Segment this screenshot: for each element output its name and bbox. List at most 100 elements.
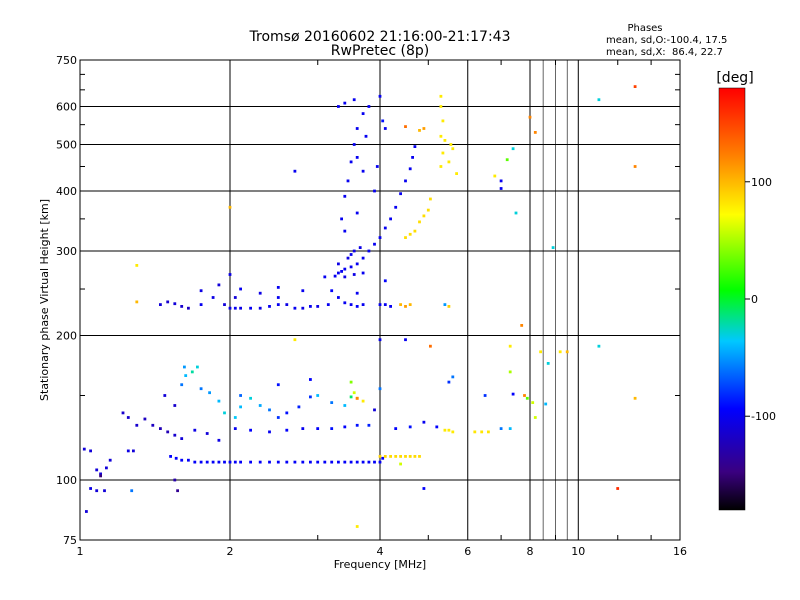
data-point <box>383 279 387 283</box>
data-point <box>199 460 203 464</box>
data-point <box>394 427 398 430</box>
data-point <box>443 428 447 432</box>
data-point <box>239 405 242 409</box>
data-point <box>355 525 359 528</box>
data-point <box>361 169 365 173</box>
x-tick-label: 4 <box>377 545 384 558</box>
data-point <box>180 383 184 387</box>
y-ticks: 75 100 200 300 400 500 600 750 <box>56 54 680 547</box>
y-tick-label: 300 <box>56 245 77 258</box>
data-point <box>367 460 371 464</box>
y-tick-label: 600 <box>56 101 77 114</box>
data-point <box>166 430 170 434</box>
data-point <box>597 98 601 102</box>
data-point <box>169 455 172 458</box>
data-point <box>163 394 167 397</box>
data-point <box>544 402 548 406</box>
y-tick-label: 750 <box>56 54 77 67</box>
data-point <box>285 460 289 464</box>
data-point <box>394 205 398 209</box>
data-point <box>276 383 280 387</box>
data-point <box>408 455 412 458</box>
data-point <box>399 303 402 306</box>
data-point <box>487 430 490 434</box>
data-point <box>520 324 524 327</box>
y-axis-label: Stationary phase Virtual Height [km] <box>38 199 51 401</box>
data-point <box>422 127 426 130</box>
data-point <box>349 460 353 464</box>
data-point <box>301 289 305 293</box>
data-point <box>217 399 221 403</box>
data-point <box>533 131 537 134</box>
data-point <box>352 273 356 276</box>
data-point <box>355 262 359 266</box>
data-point <box>82 447 86 451</box>
data-point <box>378 94 382 98</box>
data-point <box>301 427 305 430</box>
data-point <box>499 427 503 430</box>
data-point <box>367 423 371 427</box>
plot-frame <box>79 59 681 541</box>
data-point <box>330 427 334 430</box>
data-point <box>233 427 237 430</box>
data-point <box>349 380 353 384</box>
data-point <box>330 460 334 464</box>
data-point <box>211 296 215 299</box>
data-point <box>343 404 347 407</box>
y-tick-label: 200 <box>56 330 77 343</box>
data-point <box>389 305 392 308</box>
data-point <box>343 460 347 464</box>
data-point <box>223 411 226 415</box>
data-point <box>447 160 451 164</box>
data-point <box>173 404 177 407</box>
data-point <box>355 305 359 308</box>
data-point <box>205 460 209 464</box>
data-point <box>176 489 179 493</box>
data-point <box>151 423 155 427</box>
data-point <box>429 344 432 348</box>
data-point <box>499 179 503 183</box>
data-point <box>323 460 327 464</box>
data-point <box>297 405 301 409</box>
data-point <box>441 151 445 155</box>
data-point <box>597 344 601 348</box>
data-point <box>404 125 407 128</box>
data-point <box>309 378 312 381</box>
data-point <box>85 510 88 513</box>
data-point <box>439 165 443 168</box>
data-point <box>352 143 356 146</box>
data-point <box>293 338 297 342</box>
data-point <box>301 460 305 464</box>
x-tick-label: 10 <box>571 545 585 558</box>
data-point <box>343 101 347 105</box>
data-point <box>408 303 412 306</box>
x-tick-label: 16 <box>673 545 687 558</box>
data-point <box>130 489 134 493</box>
data-point <box>473 430 477 434</box>
data-point <box>389 217 392 221</box>
data-point <box>373 408 376 412</box>
colorbar-ticks: 100 0 -100 <box>745 176 776 423</box>
data-point <box>233 296 237 299</box>
data-point <box>276 296 280 299</box>
data-point <box>525 396 529 400</box>
data-point <box>249 428 252 432</box>
data-point <box>439 134 443 138</box>
data-point <box>95 468 99 472</box>
data-point <box>422 420 426 424</box>
data-point <box>258 460 262 464</box>
x-tick-label: 1 <box>77 545 84 558</box>
data-point <box>239 394 242 397</box>
data-point <box>190 370 194 374</box>
data-point <box>180 437 184 440</box>
data-point <box>99 474 102 478</box>
data-point <box>309 460 312 464</box>
data-point <box>323 275 327 279</box>
data-point <box>383 226 387 230</box>
data-point <box>408 425 412 429</box>
data-point <box>389 455 392 458</box>
y-tick-label: 100 <box>56 474 77 487</box>
data-point <box>439 105 443 108</box>
data-point <box>173 478 177 482</box>
data-point <box>126 416 130 419</box>
